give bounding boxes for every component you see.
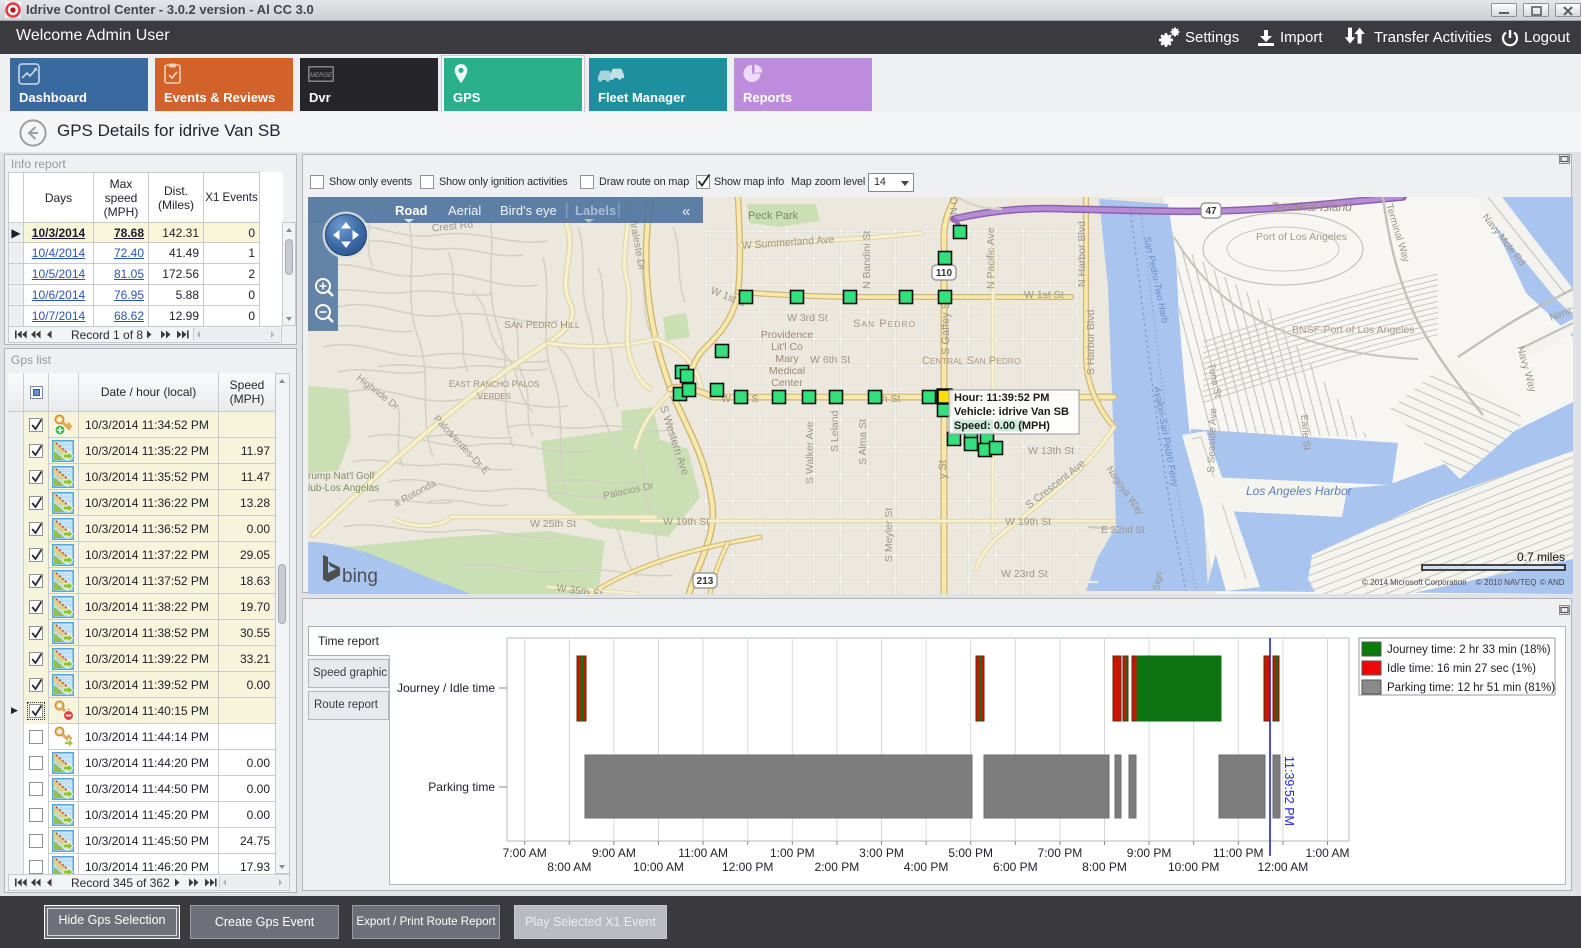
svg-text:lub-Los Angelas: lub-Los Angelas xyxy=(308,483,379,494)
svg-text:E 22nd St: E 22nd St xyxy=(1101,525,1145,536)
svg-text:W 25th St: W 25th St xyxy=(530,518,576,530)
svg-text:BNSF-Port of Los Angeles: BNSF-Port of Los Angeles xyxy=(1292,324,1415,336)
svg-text:12:00 PM: 12:00 PM xyxy=(722,860,773,874)
svg-text:11:00 AM: 11:00 AM xyxy=(678,846,728,860)
svg-text:10:00 PM: 10:00 PM xyxy=(1168,860,1219,874)
svg-text:N Pacific Ave: N Pacific Ave xyxy=(985,227,997,289)
svg-text:9:00 PM: 9:00 PM xyxy=(1127,846,1172,860)
svg-text:EAST RANCHO PALOS: EAST RANCHO PALOS xyxy=(449,379,540,390)
svg-text:Parking time: 12 hr 51 min (81: Parking time: 12 hr 51 min (81%) xyxy=(1387,682,1555,694)
svg-text:S Meyler St: S Meyler St xyxy=(883,508,895,562)
svg-text:© 2010 NAVTEQ: © 2010 NAVTEQ xyxy=(1476,578,1536,587)
svg-text:5:00 PM: 5:00 PM xyxy=(948,846,993,860)
svg-text:6:00 PM: 6:00 PM xyxy=(993,860,1038,874)
svg-text:Center: Center xyxy=(771,377,803,389)
svg-text:Speed: 0.00 (MPH): Speed: 0.00 (MPH) xyxy=(954,420,1050,432)
svg-text:Parking time: Parking time xyxy=(428,780,495,794)
svg-text:9:00 AM: 9:00 AM xyxy=(592,846,636,860)
svg-text:4:00 PM: 4:00 PM xyxy=(904,860,949,874)
svg-text:8:00 PM: 8:00 PM xyxy=(1082,860,1127,874)
svg-text:47: 47 xyxy=(1205,206,1217,217)
svg-text:S Gaffey St: S Gaffey St xyxy=(940,299,952,355)
svg-text:12:00 AM: 12:00 AM xyxy=(1258,860,1309,874)
svg-text:Lit'l Co: Lit'l Co xyxy=(771,341,803,353)
svg-text:W 3rd St: W 3rd St xyxy=(787,312,828,324)
svg-text:11:39:52 PM: 11:39:52 PM xyxy=(1282,756,1296,826)
svg-text:N Gaff: N Gaff xyxy=(948,197,960,215)
svg-text:7:00 AM: 7:00 AM xyxy=(503,846,547,860)
svg-text:Journey / Idle time: Journey / Idle time xyxy=(397,681,495,695)
svg-text:© AND: © AND xyxy=(1540,578,1565,587)
svg-text:S Alma St: S Alma St xyxy=(857,419,869,465)
svg-text:0.7 miles: 0.7 miles xyxy=(1517,550,1565,564)
svg-text:VERDES: VERDES xyxy=(477,391,511,402)
svg-text:N Harbor Blvd: N Harbor Blvd xyxy=(1076,221,1088,287)
svg-text:bing: bing xyxy=(342,566,378,587)
svg-text:W 35th St: W 35th St xyxy=(556,582,604,594)
svg-text:10:00 AM: 10:00 AM xyxy=(633,860,684,874)
svg-text:11:00 PM: 11:00 PM xyxy=(1213,846,1263,860)
svg-text:Road: Road xyxy=(395,203,428,218)
svg-text:Journey time: 2 hr 33 min (18%: Journey time: 2 hr 33 min (18%) xyxy=(1387,644,1551,656)
svg-text:7:00 PM: 7:00 PM xyxy=(1038,846,1083,860)
svg-text:1:00 AM: 1:00 AM xyxy=(1305,846,1349,860)
svg-text:W 6th St: W 6th St xyxy=(810,354,850,366)
svg-text:Providence: Providence xyxy=(761,329,814,341)
svg-text:213: 213 xyxy=(697,576,714,587)
svg-text:Earle St: Earle St xyxy=(1298,414,1312,451)
svg-text:110: 110 xyxy=(936,268,953,279)
svg-text:Labels: Labels xyxy=(575,203,616,218)
svg-text:W 13th St: W 13th St xyxy=(1028,445,1074,457)
svg-text:«: « xyxy=(682,203,690,220)
svg-text:W 19th St: W 19th St xyxy=(1005,516,1051,528)
svg-text:Terminal Island: Terminal Island xyxy=(1271,200,1352,214)
svg-text:Vehicle: idrive Van SB: Vehicle: idrive Van SB xyxy=(954,406,1069,418)
svg-text:N Bandini St: N Bandini St xyxy=(861,231,873,289)
svg-text:S Walker Ave: S Walker Ave xyxy=(804,421,816,484)
svg-text:W 19th St: W 19th St xyxy=(663,516,709,528)
svg-text:8:00 AM: 8:00 AM xyxy=(547,860,591,874)
svg-text:y St: y St xyxy=(937,460,949,479)
svg-text:Medical: Medical xyxy=(769,365,805,377)
svg-text:CENTRAL SAN PEDRO: CENTRAL SAN PEDRO xyxy=(922,355,1021,367)
svg-text:Aerial: Aerial xyxy=(448,203,481,218)
svg-text:SAN PEDRO HILL: SAN PEDRO HILL xyxy=(504,319,580,331)
svg-text:SAN PEDRO: SAN PEDRO xyxy=(853,318,916,330)
svg-text:Peck Park: Peck Park xyxy=(748,210,799,222)
svg-text:Port of Los Angeles: Port of Los Angeles xyxy=(1256,231,1347,243)
svg-text:Mary: Mary xyxy=(775,353,799,365)
svg-text:3:00 PM: 3:00 PM xyxy=(859,846,904,860)
svg-text:S Leland: S Leland xyxy=(829,410,841,452)
svg-text:S Harbor Blvd: S Harbor Blvd xyxy=(1085,309,1097,375)
svg-text:W 23rd St: W 23rd St xyxy=(1001,568,1048,580)
svg-text:W 1st St: W 1st St xyxy=(1024,289,1064,301)
svg-text:Los Angeles Harbor: Los Angeles Harbor xyxy=(1246,484,1353,498)
svg-text:© 2014 Microsoft Corporation: © 2014 Microsoft Corporation xyxy=(1362,578,1467,587)
svg-text:Sign: Sign xyxy=(1151,571,1165,592)
svg-text:Hour: 11:39:52 PM: Hour: 11:39:52 PM xyxy=(954,392,1049,404)
svg-text:Idle time: 16 min 27 sec (1%): Idle time: 16 min 27 sec (1%) xyxy=(1387,663,1536,675)
svg-text:rump Nat'l Golf: rump Nat'l Golf xyxy=(308,471,375,482)
svg-text:2:00 PM: 2:00 PM xyxy=(815,860,860,874)
svg-text:1:00 PM: 1:00 PM xyxy=(770,846,815,860)
svg-text:S Seaside Ave: S Seaside Ave xyxy=(1206,407,1219,473)
svg-text:Bird's eye: Bird's eye xyxy=(500,203,557,218)
svg-text:MERGE: MERGE xyxy=(310,73,333,79)
